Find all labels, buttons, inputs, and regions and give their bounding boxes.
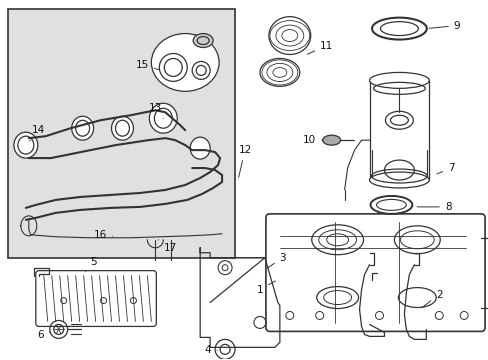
Ellipse shape: [149, 103, 177, 133]
FancyBboxPatch shape: [265, 214, 484, 332]
Ellipse shape: [260, 58, 299, 86]
FancyBboxPatch shape: [36, 271, 156, 327]
Ellipse shape: [369, 172, 428, 188]
Text: 17: 17: [158, 240, 177, 253]
Text: 3: 3: [266, 253, 285, 268]
Ellipse shape: [190, 137, 210, 159]
Text: 16: 16: [94, 230, 113, 240]
Ellipse shape: [14, 132, 38, 158]
Text: 6: 6: [38, 330, 50, 341]
Text: 12: 12: [238, 145, 251, 177]
Bar: [8, 9, 235, 258]
Text: 13: 13: [148, 103, 163, 118]
Text: 9: 9: [428, 21, 460, 31]
Text: 15: 15: [136, 60, 159, 71]
Text: 7: 7: [436, 163, 453, 174]
Ellipse shape: [111, 116, 133, 140]
Ellipse shape: [151, 33, 219, 91]
Ellipse shape: [322, 135, 340, 145]
Text: 8: 8: [416, 202, 450, 212]
Text: 4: 4: [204, 345, 217, 355]
Ellipse shape: [193, 33, 213, 48]
Ellipse shape: [268, 17, 310, 54]
Text: 10: 10: [303, 135, 322, 145]
Text: 5: 5: [85, 257, 97, 272]
Bar: [369, 80, 428, 180]
Ellipse shape: [369, 72, 428, 88]
Text: 1: 1: [256, 281, 275, 294]
Text: 14: 14: [30, 125, 45, 141]
Text: 11: 11: [306, 41, 333, 54]
Ellipse shape: [72, 116, 93, 140]
Text: 2: 2: [421, 289, 442, 308]
